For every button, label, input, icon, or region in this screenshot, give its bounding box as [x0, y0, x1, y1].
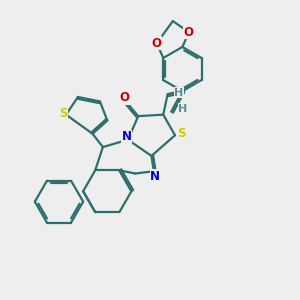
Text: O: O	[152, 37, 162, 50]
Text: N: N	[122, 130, 131, 143]
Text: S: S	[177, 127, 186, 140]
Text: O: O	[120, 91, 130, 104]
Text: H: H	[174, 88, 184, 98]
Text: N: N	[150, 170, 160, 183]
Text: O: O	[184, 26, 194, 39]
Text: H: H	[178, 104, 188, 114]
Text: S: S	[59, 107, 68, 120]
